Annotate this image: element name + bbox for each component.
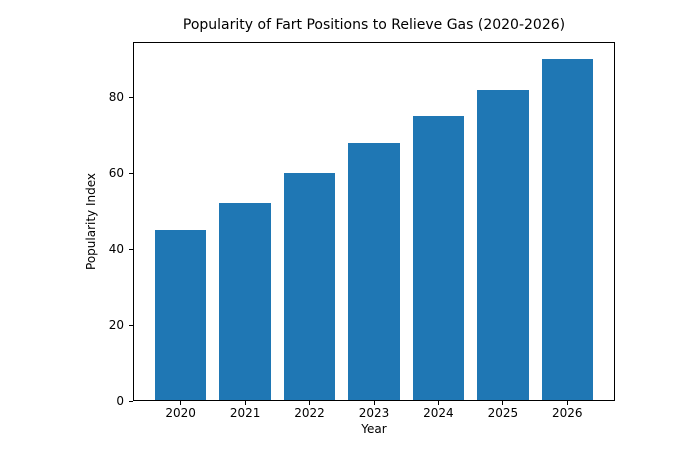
bar-2021 (219, 203, 271, 401)
y-tick-label-80: 80 (108, 90, 124, 105)
y-tick-label-40: 40 (108, 242, 124, 257)
x-tick-2022 (309, 401, 311, 405)
x-tick-2024 (437, 401, 439, 405)
y-tick-0 (129, 400, 133, 402)
x-tick-label-2022: 2022 (294, 406, 325, 420)
y-tick-60 (129, 172, 133, 174)
y-tick-40 (129, 248, 133, 250)
bar-2022 (283, 173, 336, 401)
x-tick-2025 (502, 401, 504, 405)
bar-2020 (154, 230, 207, 401)
plot-area: 2020 2021 2022 2023 2024 2025 2026 0 20 40 60 80 (109, 42, 615, 420)
x-tick-label-2023: 2023 (358, 406, 390, 420)
y-tick-80 (129, 96, 133, 98)
x-tick-2021 (244, 401, 246, 405)
x-axis-label: Year (361, 422, 387, 436)
bar-2024 (412, 116, 465, 401)
bar-2026 (541, 59, 594, 401)
bar-2023 (348, 142, 400, 401)
x-tick-2023 (373, 401, 375, 405)
x-tick-2026 (566, 401, 568, 405)
x-tick-2020 (180, 401, 182, 405)
y-tick-label-60: 60 (108, 166, 124, 181)
x-tick-label-2025: 2025 (487, 406, 519, 420)
y-tick-20 (129, 324, 133, 326)
x-tick-label-2020: 2020 (165, 406, 196, 420)
bar-2025 (477, 89, 529, 401)
x-tick-label-2021: 2021 (229, 406, 261, 420)
chart-title: Popularity of Fart Positions to Relieve … (182, 17, 566, 33)
y-tick-label-20: 20 (108, 318, 124, 333)
x-tick-label-2024: 2024 (423, 406, 454, 420)
x-tick-label-2026: 2026 (552, 406, 583, 420)
y-tick-label-0: 0 (116, 394, 124, 408)
